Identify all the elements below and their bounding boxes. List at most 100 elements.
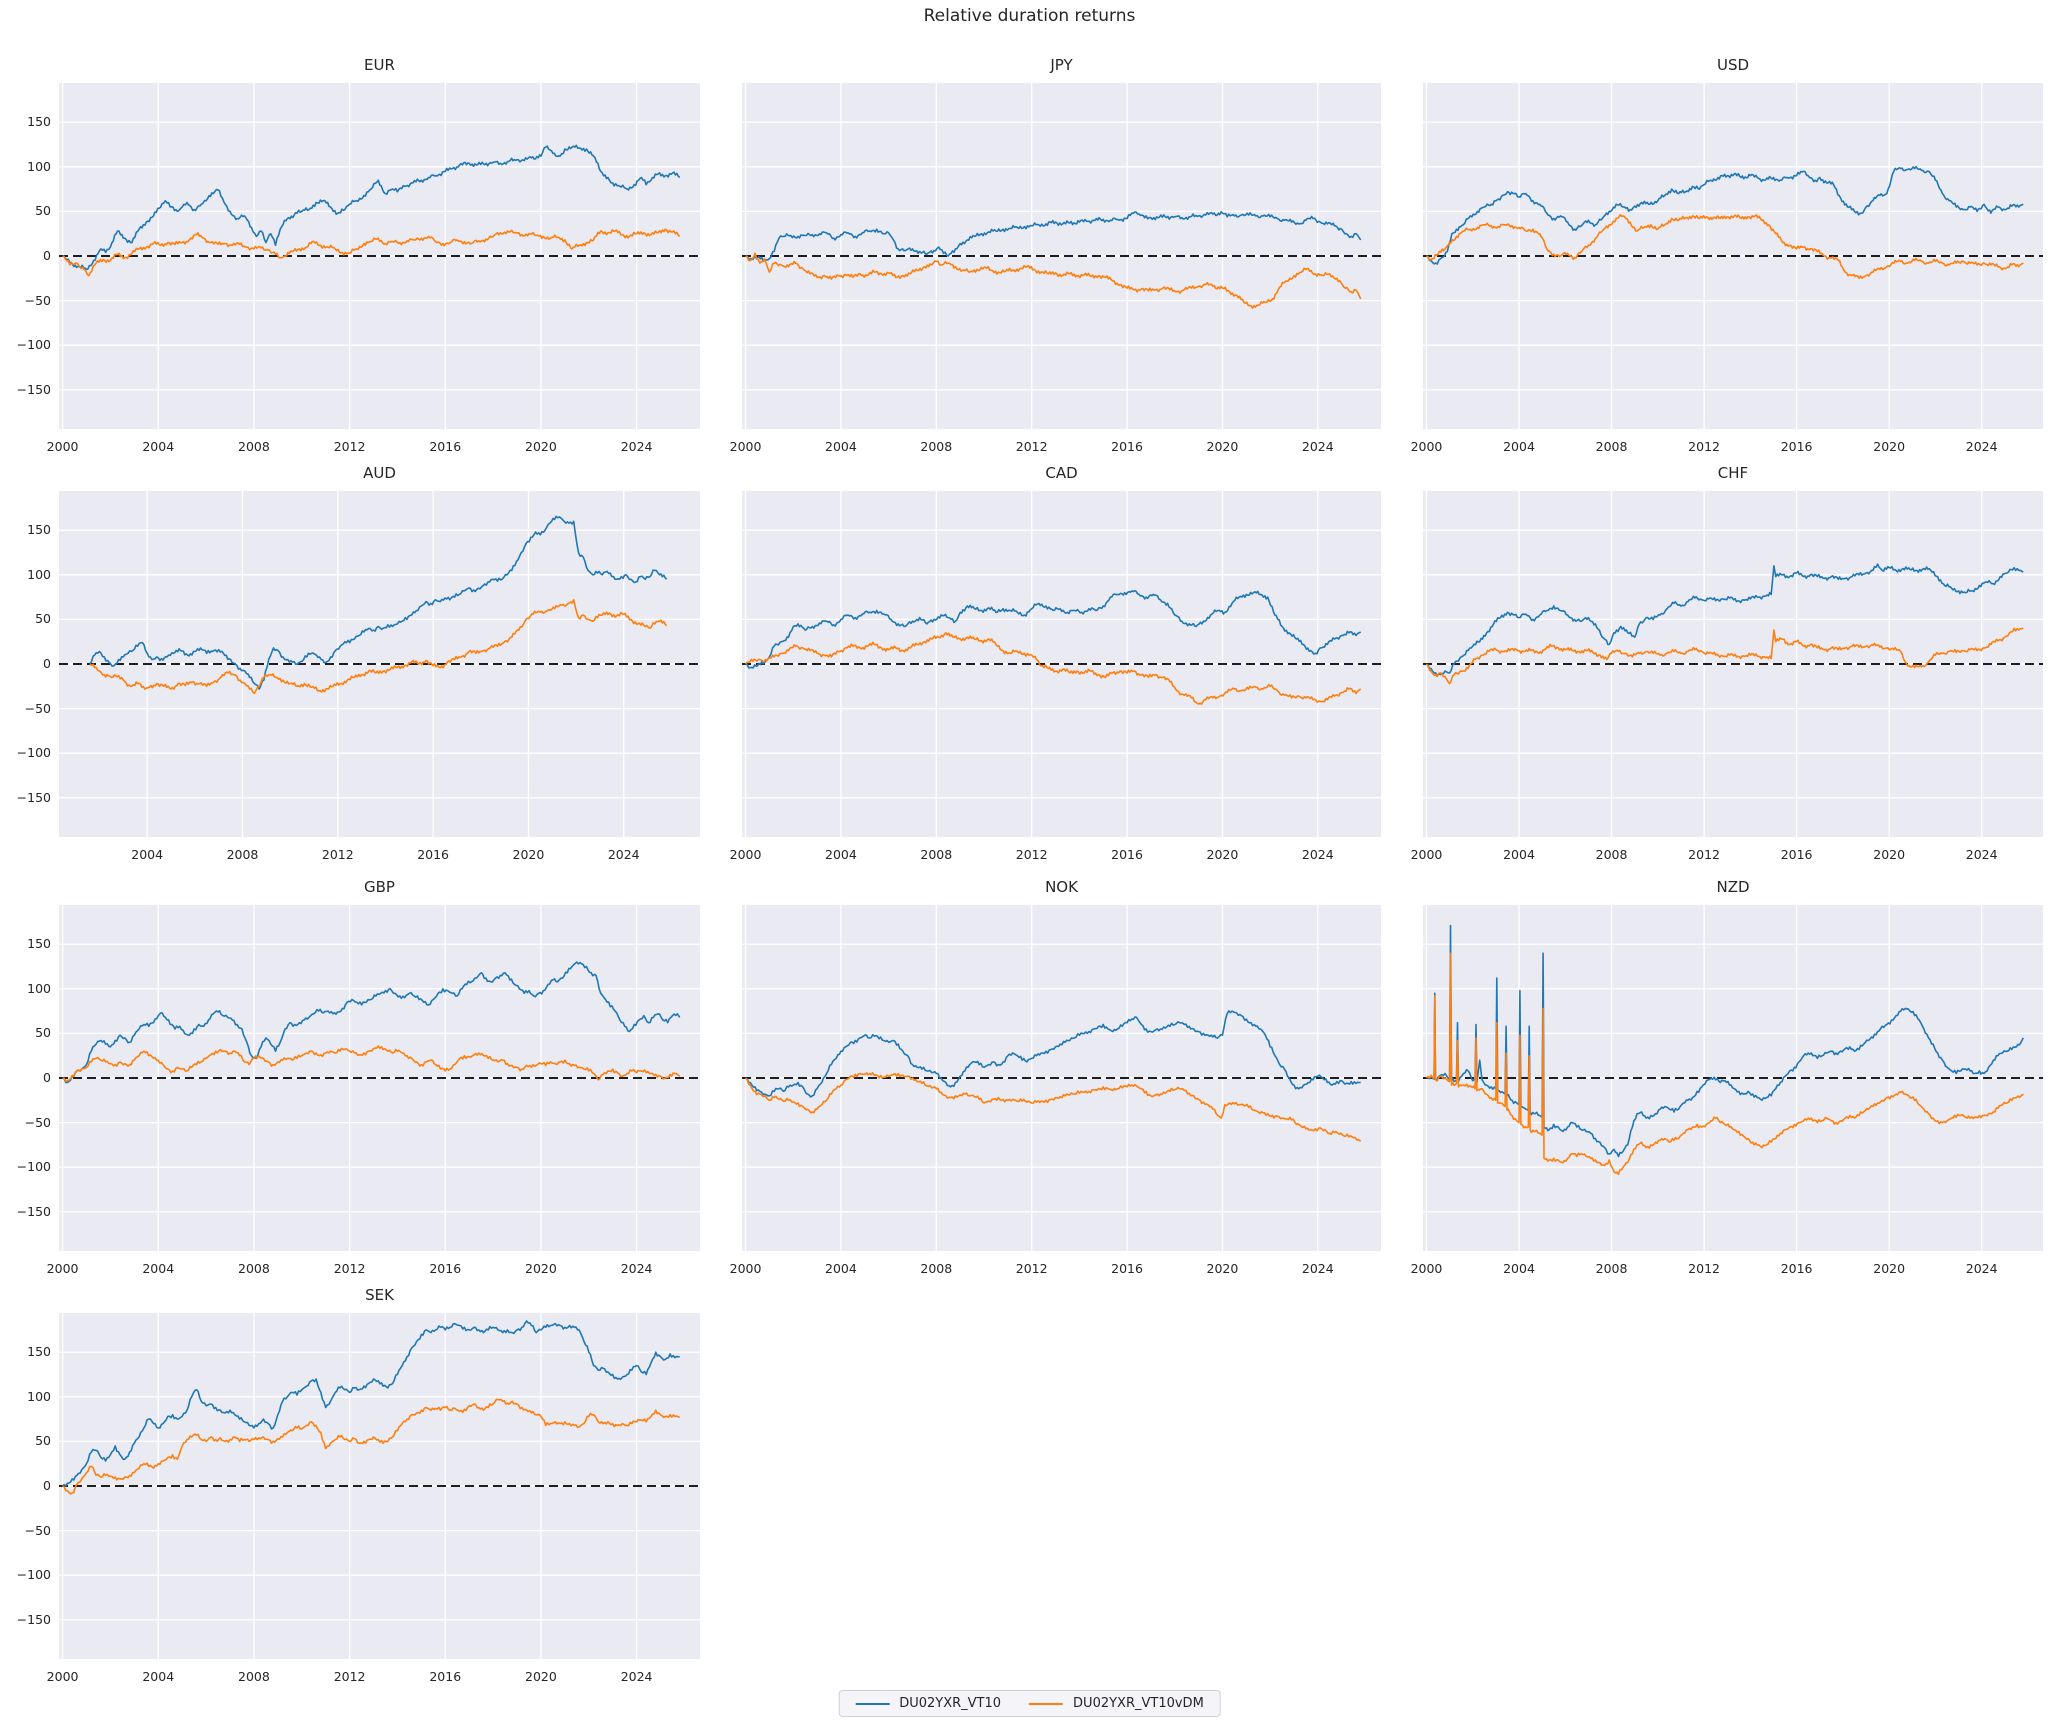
legend-swatch-vt10vdm — [1029, 1702, 1064, 1705]
x-tick-label: 2020 — [525, 1261, 557, 1276]
x-tick-label: 2012 — [1688, 439, 1720, 454]
series-line-DU02YXR_VT10 — [745, 590, 1362, 669]
x-tick-label: 2008 — [1595, 847, 1628, 862]
x-tick-label: 2004 — [142, 1669, 175, 1684]
series-line-DU02YXR_VT10vDM — [1425, 952, 2024, 1176]
x-tick-label: 2024 — [1301, 439, 1334, 454]
x-tick-label: 2012 — [1688, 847, 1720, 862]
legend: DU02YXR_VT10 DU02YXR_VT10vDM — [838, 1690, 1221, 1717]
subplot-EUR-canvas — [59, 83, 700, 429]
subplot-title-USD: USD — [1716, 56, 1750, 74]
y-tick-label: −50 — [24, 700, 51, 716]
series-line-DU02YXR_VT10 — [1426, 165, 2024, 265]
y-tick-label: 100 — [27, 1388, 51, 1404]
y-tick-label: −150 — [16, 789, 51, 805]
x-tick-label: 2024 — [1965, 439, 1998, 454]
x-tick-label: 2016 — [1780, 439, 1813, 454]
subplot-NOK-canvas — [742, 905, 1381, 1251]
subplot-title-SEK: SEK — [365, 1286, 394, 1304]
x-tick-label: 2000 — [1410, 439, 1443, 454]
series-line-DU02YXR_VT10 — [1426, 563, 2024, 677]
x-tick-label: 2008 — [1595, 1261, 1628, 1276]
legend-label-vt10: DU02YXR_VT10 — [899, 1696, 1002, 1711]
x-tick-label: 2016 — [429, 439, 462, 454]
y-tick-label: −150 — [16, 1611, 51, 1627]
x-tick-label: 2024 — [1965, 1261, 1998, 1276]
x-tick-label: 2016 — [429, 1669, 462, 1684]
x-tick-label: 2000 — [729, 439, 762, 454]
y-tick-label: −150 — [16, 1203, 51, 1219]
x-tick-label: 2004 — [825, 1261, 857, 1276]
y-tick-label: −50 — [24, 1114, 51, 1130]
x-tick-label: 2012 — [1015, 439, 1048, 454]
x-tick-label: 2000 — [46, 1261, 79, 1276]
x-tick-label: 2020 — [1206, 439, 1239, 454]
series-line-DU02YXR_VT10vDM — [89, 599, 668, 695]
subplot-title-AUD: AUD — [363, 464, 396, 482]
subplot-SEK — [59, 1313, 700, 1659]
x-tick-label: 2024 — [1301, 1261, 1334, 1276]
subplot-EUR — [59, 83, 700, 429]
x-tick-label: 2004 — [142, 439, 175, 454]
subplot-CHF-canvas — [1423, 491, 2043, 837]
y-tick-label: 150 — [27, 1344, 51, 1360]
x-tick-label: 2012 — [333, 1261, 366, 1276]
series-line-DU02YXR_VT10 — [89, 515, 668, 690]
x-tick-label: 2016 — [417, 847, 450, 862]
x-tick-label: 2000 — [46, 439, 79, 454]
x-tick-label: 2024 — [1301, 847, 1334, 862]
x-tick-label: 2008 — [226, 847, 259, 862]
x-tick-label: 2008 — [920, 1261, 953, 1276]
subplot-AUD — [59, 491, 700, 837]
x-tick-label: 2016 — [1780, 847, 1813, 862]
subplot-NOK — [742, 905, 1381, 1251]
x-tick-label: 2020 — [1873, 1261, 1906, 1276]
subplot-title-GBP: GBP — [364, 878, 395, 896]
y-tick-label: 150 — [27, 936, 51, 952]
x-tick-label: 2004 — [825, 847, 857, 862]
subplot-title-CAD: CAD — [1045, 464, 1078, 482]
y-tick-label: 100 — [27, 980, 51, 996]
x-tick-label: 2016 — [1111, 1261, 1143, 1276]
x-tick-label: 2020 — [1873, 847, 1906, 862]
subplot-JPY — [742, 83, 1381, 429]
x-tick-label: 2024 — [1965, 847, 1998, 862]
x-tick-label: 2024 — [620, 439, 653, 454]
subplot-CAD-canvas — [742, 491, 1381, 837]
y-tick-label: 0 — [43, 248, 51, 263]
y-tick-label: 50 — [35, 1433, 51, 1449]
x-tick-label: 2024 — [607, 847, 640, 862]
y-tick-label: 150 — [27, 522, 51, 538]
x-tick-label: 2020 — [525, 1669, 557, 1684]
y-tick-label: −100 — [16, 337, 51, 353]
series-line-DU02YXR_VT10vDM — [62, 1045, 681, 1083]
y-tick-label: 50 — [35, 611, 51, 627]
x-tick-label: 2004 — [1503, 439, 1535, 454]
legend-item-vt10vdm: DU02YXR_VT10vDM — [1029, 1696, 1204, 1711]
y-tick-label: −50 — [24, 1522, 51, 1538]
x-tick-label: 2000 — [1410, 847, 1443, 862]
y-tick-label: 100 — [27, 566, 51, 582]
subplot-USD — [1423, 83, 2043, 429]
y-tick-label: 50 — [35, 1025, 51, 1041]
x-tick-label: 2020 — [1873, 439, 1906, 454]
x-tick-label: 2020 — [1206, 847, 1239, 862]
x-tick-label: 2020 — [512, 847, 545, 862]
y-tick-label: −100 — [16, 745, 51, 761]
series-line-DU02YXR_VT10vDM — [62, 1398, 680, 1495]
y-tick-label: 0 — [43, 1478, 51, 1493]
x-tick-label: 2016 — [1111, 439, 1143, 454]
series-line-DU02YXR_VT10 — [62, 1320, 680, 1487]
subplot-NZD-canvas — [1423, 905, 2043, 1251]
series-line-DU02YXR_VT10vDM — [1425, 627, 2024, 685]
x-tick-label: 2020 — [525, 439, 557, 454]
y-tick-label: 150 — [27, 114, 51, 130]
subplot-title-JPY: JPY — [1050, 56, 1073, 74]
x-tick-label: 2012 — [321, 847, 354, 862]
y-tick-label: −150 — [16, 381, 51, 397]
subplot-AUD-canvas — [59, 491, 700, 837]
x-tick-label: 2000 — [1410, 1261, 1443, 1276]
x-tick-label: 2008 — [1595, 439, 1628, 454]
x-tick-label: 2008 — [238, 1261, 270, 1276]
x-tick-label: 2008 — [920, 439, 953, 454]
